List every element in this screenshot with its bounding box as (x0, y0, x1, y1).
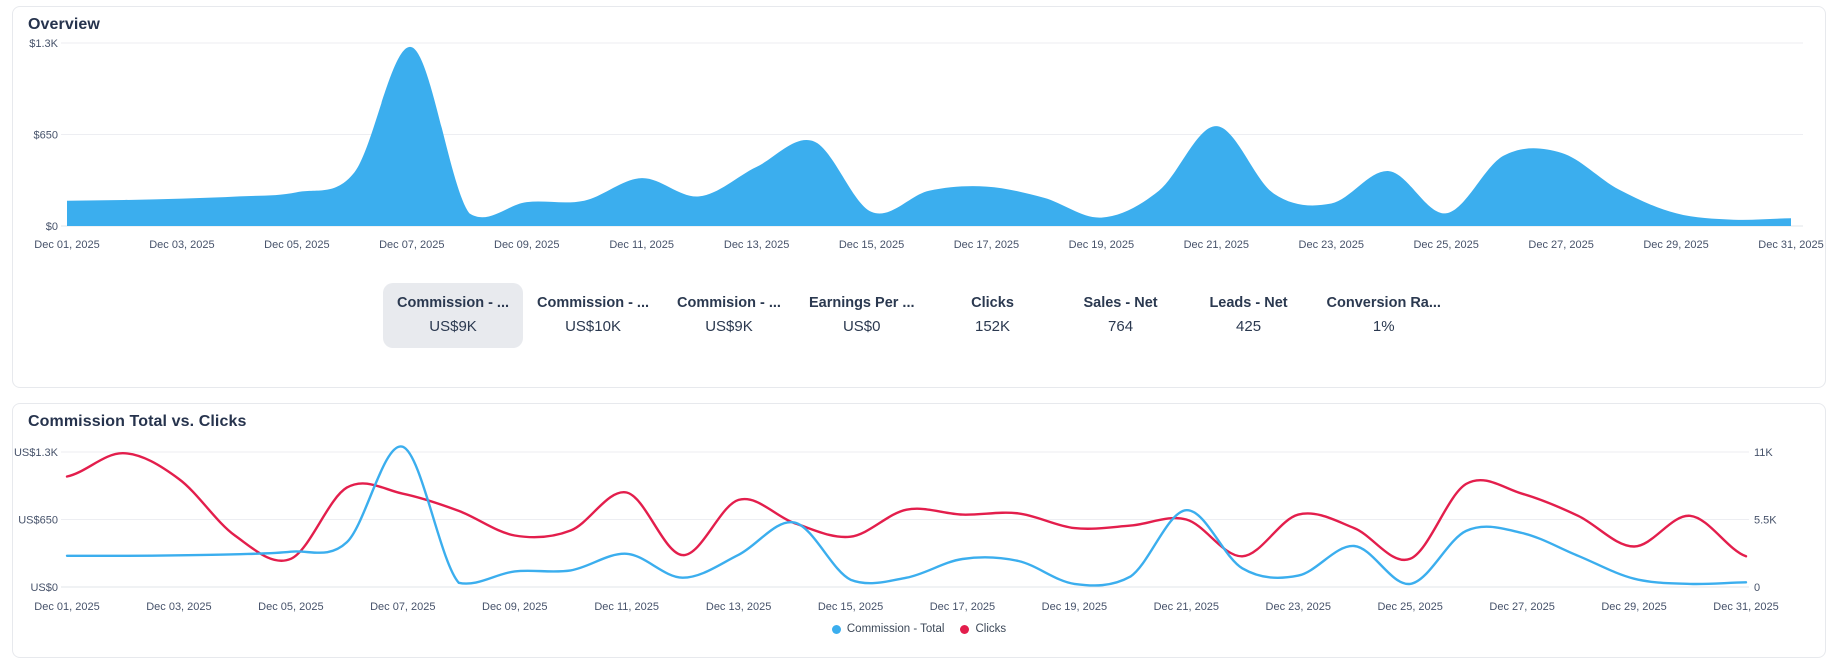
x-axis-tick: Dec 07, 2025 (370, 601, 435, 613)
y-axis-tick: $650 (34, 130, 58, 142)
right-axis-tick: 5.5K (1754, 515, 1777, 527)
legend-item-clicks[interactable]: Clicks (960, 623, 1006, 635)
x-axis-tick: Dec 03, 2025 (149, 239, 214, 251)
left-axis-tick: US$1.3K (14, 447, 59, 459)
x-axis-tick: Dec 25, 2025 (1413, 239, 1478, 251)
metric-card-commission[interactable]: Commission - ... US$9K (383, 283, 524, 348)
metric-card-earnings-per[interactable]: Earnings Per ... US$0 (795, 283, 929, 348)
x-axis-tick: Dec 25, 2025 (1377, 601, 1442, 613)
metric-card-value: 764 (1108, 318, 1134, 335)
x-axis-tick: Dec 21, 2025 (1154, 601, 1219, 613)
legend-label: Commission - Total (846, 623, 945, 635)
metric-card-value: US$10K (565, 318, 621, 335)
x-axis-tick: Dec 11, 2025 (609, 239, 674, 251)
x-axis-tick: Dec 15, 2025 (818, 601, 883, 613)
metric-card-sales-net[interactable]: Sales - Net 764 (1057, 283, 1185, 348)
x-axis-tick: Dec 09, 2025 (494, 239, 559, 251)
metric-card-label: Commission - ... (537, 295, 650, 311)
x-axis-tick: Dec 29, 2025 (1601, 601, 1666, 613)
x-axis-tick: Dec 27, 2025 (1528, 239, 1593, 251)
comparison-chart: US$1.3K 11K US$650 5.5K US$0 0 Dec 01, 2025 Dec… (14, 445, 1779, 613)
x-axis-tick: Dec 13, 2025 (724, 239, 789, 251)
overview-title: Overview (28, 16, 100, 33)
left-axis-tick: US$650 (18, 515, 58, 527)
line-series-commission-total (65, 445, 1748, 587)
metric-card-label: Clicks (971, 295, 1014, 311)
metric-card-label: Commision - ... (677, 295, 781, 311)
metric-card-value: US$9K (429, 318, 477, 335)
metric-card-conversion-ra[interactable]: Conversion Ra... 1% (1313, 283, 1455, 348)
x-axis-tick: Dec 15, 2025 (839, 239, 904, 251)
x-axis-tick: Dec 13, 2025 (706, 601, 771, 613)
legend-item-commission-total[interactable]: Commission - Total (831, 623, 945, 635)
x-axis-tick: Dec 23, 2025 (1299, 239, 1364, 251)
metric-card-label: Earnings Per ... (808, 295, 915, 311)
legend-label: Clicks (975, 623, 1007, 635)
x-axis-tick: Dec 17, 2025 (930, 601, 995, 613)
x-axis-tick: Dec 03, 2025 (146, 601, 211, 613)
metric-card-value: US$0 (842, 318, 881, 335)
x-axis-tick: Dec 23, 2025 (1266, 601, 1331, 613)
right-axis-tick: 11K (1754, 447, 1773, 459)
x-axis-tick: Dec 01, 2025 (34, 601, 99, 613)
metric-card-value: 1% (1372, 318, 1395, 335)
x-axis-tick: Dec 31, 2025 (1758, 239, 1823, 251)
x-axis-tick: Dec 01, 2025 (34, 239, 99, 251)
x-axis-tick: Dec 05, 2025 (264, 239, 329, 251)
x-axis-tick: Dec 19, 2025 (1042, 601, 1107, 613)
metric-card-label: Commission - ... (397, 295, 510, 311)
metric-card-value: US$9K (705, 318, 753, 335)
x-axis-tick: Dec 11, 2025 (594, 601, 659, 613)
area-series-commission (67, 46, 1791, 226)
x-axis-tick: Dec 09, 2025 (482, 601, 547, 613)
comparison-panel: Commission Total vs. Clicks US$1.3K 11K US… (12, 403, 1826, 658)
metric-card-value: 152K (975, 318, 1011, 335)
legend-dot-commission-total (831, 624, 841, 634)
chart-legend: Commission - Total Clicks (13, 623, 1825, 635)
metric-card-label: Leads - Net (1209, 295, 1288, 311)
right-axis-tick: 0 (1754, 582, 1760, 594)
legend-dot-clicks (960, 624, 970, 634)
metric-card-commision[interactable]: Commision - ... US$9K (663, 283, 795, 348)
x-axis-tick: Dec 29, 2025 (1643, 239, 1708, 251)
metric-card-clicks[interactable]: Clicks 152K (929, 283, 1057, 348)
x-axis-tick: Dec 27, 2025 (1489, 601, 1554, 613)
x-axis-tick: Dec 19, 2025 (1069, 239, 1134, 251)
comparison-title: Commission Total vs. Clicks (28, 413, 247, 430)
y-axis-tick: $0 (46, 221, 58, 233)
overview-chart: $1.3K $650 $0 Dec 01, 2025 Dec 03, 2025 Dec 0… (29, 38, 1823, 251)
overview-panel: Overview $1.3K $650 $0 Dec 01, 2025 Dec 03, … (12, 6, 1826, 388)
metric-card-label: Sales - Net (1083, 295, 1158, 311)
y-axis-tick: $1.3K (29, 38, 58, 50)
metric-card-leads-net[interactable]: Leads - Net 425 (1185, 283, 1313, 348)
left-axis-tick: US$0 (30, 582, 58, 594)
metric-card-value: 425 (1236, 318, 1262, 335)
x-axis-tick: Dec 05, 2025 (258, 601, 323, 613)
metric-card-label: Conversion Ra... (1326, 295, 1441, 311)
x-axis-tick: Dec 31, 2025 (1713, 601, 1778, 613)
x-axis-tick: Dec 17, 2025 (954, 239, 1019, 251)
x-axis-tick: Dec 21, 2025 (1184, 239, 1249, 251)
x-axis-tick: Dec 07, 2025 (379, 239, 444, 251)
metric-card-commission[interactable]: Commission - ... US$10K (523, 283, 663, 348)
line-series-clicks (65, 451, 1748, 562)
metric-cards-row: Commission - ... US$9K Commission - ... US$… (13, 283, 1825, 348)
